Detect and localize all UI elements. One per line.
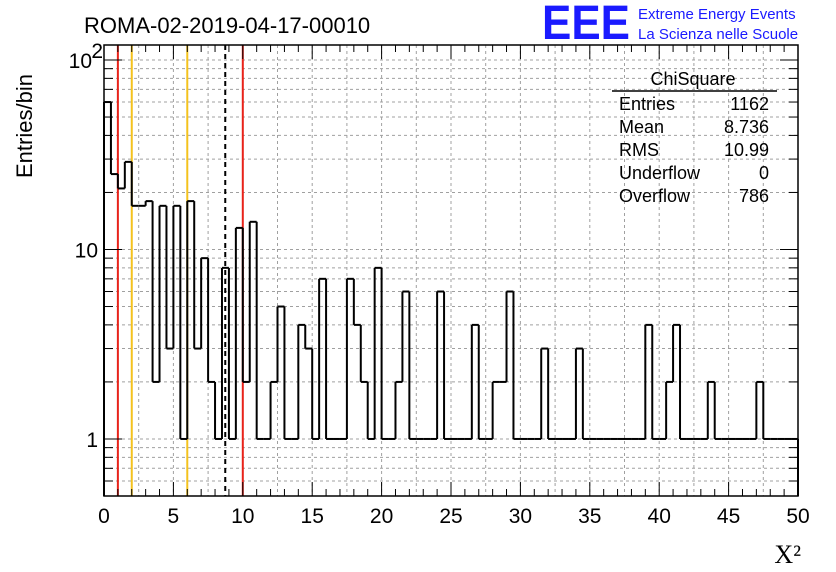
stats-label: Mean xyxy=(619,117,664,137)
x-tick-label: 30 xyxy=(509,505,532,528)
y-tick-label: 10 xyxy=(69,50,92,73)
stats-title: ChiSquare xyxy=(650,69,735,89)
logo-line2: La Scienza nelle Scuole xyxy=(638,26,798,43)
x-tick-label: 15 xyxy=(301,505,324,528)
chart-title: ROMA-02-2019-04-17-00010 xyxy=(84,13,370,38)
x-tick-label: 40 xyxy=(648,505,671,528)
stats-value: 1162 xyxy=(730,94,769,114)
x-tick-label: 35 xyxy=(578,505,601,528)
stats-value: 10.99 xyxy=(724,140,769,160)
grid xyxy=(104,45,798,496)
stats-value: 786 xyxy=(739,186,769,206)
stats-label: RMS xyxy=(619,140,659,160)
stats-label: Underflow xyxy=(619,163,701,183)
x-tick-label: 0 xyxy=(98,505,110,528)
y-axis-label: Entries/bin xyxy=(12,74,37,178)
x-tick-label: 5 xyxy=(168,505,180,528)
stats-label: Overflow xyxy=(619,186,691,206)
x-tick-label: 10 xyxy=(231,505,254,528)
stats-label: Entries xyxy=(619,94,675,114)
y-tick-label: 10 xyxy=(75,239,98,262)
stats-box: ChiSquare Entries 1162 Mean 8.736 RMS 10.99 Und… xyxy=(612,69,777,206)
logo-text: EEE xyxy=(542,0,630,50)
y-tick-label: 1 xyxy=(86,429,98,452)
axis-ticks xyxy=(103,45,799,497)
x-tick-label: 45 xyxy=(717,505,740,528)
stats-value: 8.736 xyxy=(724,117,769,137)
x-tick-label: 50 xyxy=(786,505,809,528)
x-axis-label: X² xyxy=(774,540,801,569)
logo-line1: Extreme Energy Events xyxy=(638,6,796,23)
y-tick-label-exponent: 2 xyxy=(91,40,103,63)
x-tick-label: 20 xyxy=(370,505,393,528)
stats-value: 0 xyxy=(759,163,769,183)
eee-logo: EEE Extreme Energy Events La Scienza nel… xyxy=(542,0,798,50)
x-tick-label: 25 xyxy=(439,505,462,528)
x-tick-labels: 0 5 10 15 20 25 30 35 40 45 50 xyxy=(98,505,810,528)
